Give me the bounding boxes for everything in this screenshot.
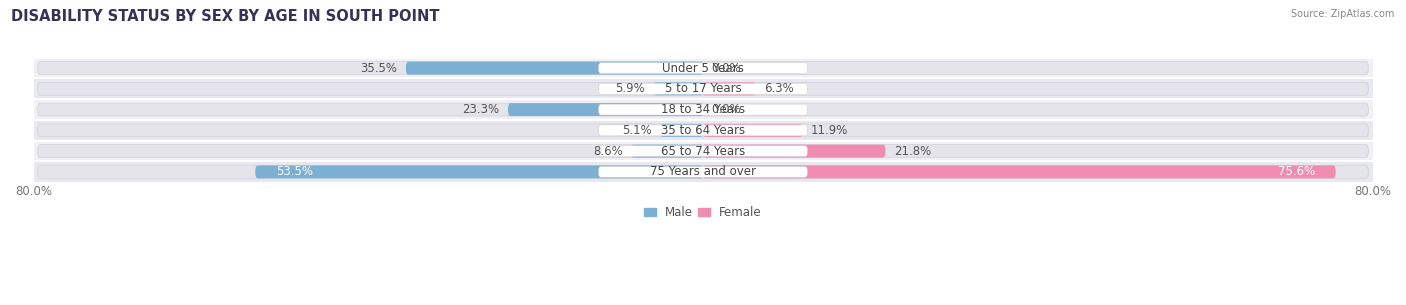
Text: Under 5 Years: Under 5 Years: [662, 62, 744, 75]
FancyBboxPatch shape: [38, 62, 1368, 74]
Text: 5.9%: 5.9%: [616, 82, 645, 95]
FancyBboxPatch shape: [38, 82, 1368, 95]
Text: 0.0%: 0.0%: [711, 103, 741, 116]
Text: 5.1%: 5.1%: [623, 124, 652, 137]
FancyBboxPatch shape: [38, 124, 1368, 137]
FancyBboxPatch shape: [703, 124, 803, 137]
Text: 75 Years and over: 75 Years and over: [650, 165, 756, 178]
Legend: Male, Female: Male, Female: [640, 201, 766, 224]
Text: 6.3%: 6.3%: [763, 82, 794, 95]
FancyBboxPatch shape: [38, 145, 1368, 158]
FancyBboxPatch shape: [599, 167, 807, 177]
FancyBboxPatch shape: [599, 63, 807, 74]
FancyBboxPatch shape: [599, 146, 807, 156]
Bar: [34, 99, 1372, 120]
Text: 11.9%: 11.9%: [811, 124, 848, 137]
Text: 21.8%: 21.8%: [894, 145, 931, 158]
Text: 75.6%: 75.6%: [1278, 165, 1315, 178]
Text: 18 to 34 Years: 18 to 34 Years: [661, 103, 745, 116]
FancyBboxPatch shape: [703, 145, 886, 158]
FancyBboxPatch shape: [599, 104, 807, 115]
Text: 35.5%: 35.5%: [360, 62, 398, 75]
Text: 65 to 74 Years: 65 to 74 Years: [661, 145, 745, 158]
Text: 8.6%: 8.6%: [593, 145, 623, 158]
Text: 0.0%: 0.0%: [711, 62, 741, 75]
Bar: [34, 58, 1372, 78]
Bar: [34, 78, 1372, 99]
FancyBboxPatch shape: [599, 125, 807, 136]
FancyBboxPatch shape: [661, 124, 703, 137]
FancyBboxPatch shape: [256, 165, 703, 178]
FancyBboxPatch shape: [38, 165, 1368, 178]
Text: Source: ZipAtlas.com: Source: ZipAtlas.com: [1291, 9, 1395, 19]
FancyBboxPatch shape: [599, 83, 807, 94]
FancyBboxPatch shape: [631, 145, 703, 158]
FancyBboxPatch shape: [703, 82, 755, 95]
FancyBboxPatch shape: [406, 62, 703, 74]
Text: 35 to 64 Years: 35 to 64 Years: [661, 124, 745, 137]
Bar: [34, 120, 1372, 141]
FancyBboxPatch shape: [38, 103, 1368, 116]
Bar: [34, 141, 1372, 162]
Text: 5 to 17 Years: 5 to 17 Years: [665, 82, 741, 95]
Bar: [34, 162, 1372, 182]
FancyBboxPatch shape: [654, 82, 703, 95]
Text: 53.5%: 53.5%: [276, 165, 314, 178]
Text: DISABILITY STATUS BY SEX BY AGE IN SOUTH POINT: DISABILITY STATUS BY SEX BY AGE IN SOUTH…: [11, 9, 440, 24]
Text: 23.3%: 23.3%: [463, 103, 499, 116]
FancyBboxPatch shape: [703, 165, 1336, 178]
FancyBboxPatch shape: [508, 103, 703, 116]
